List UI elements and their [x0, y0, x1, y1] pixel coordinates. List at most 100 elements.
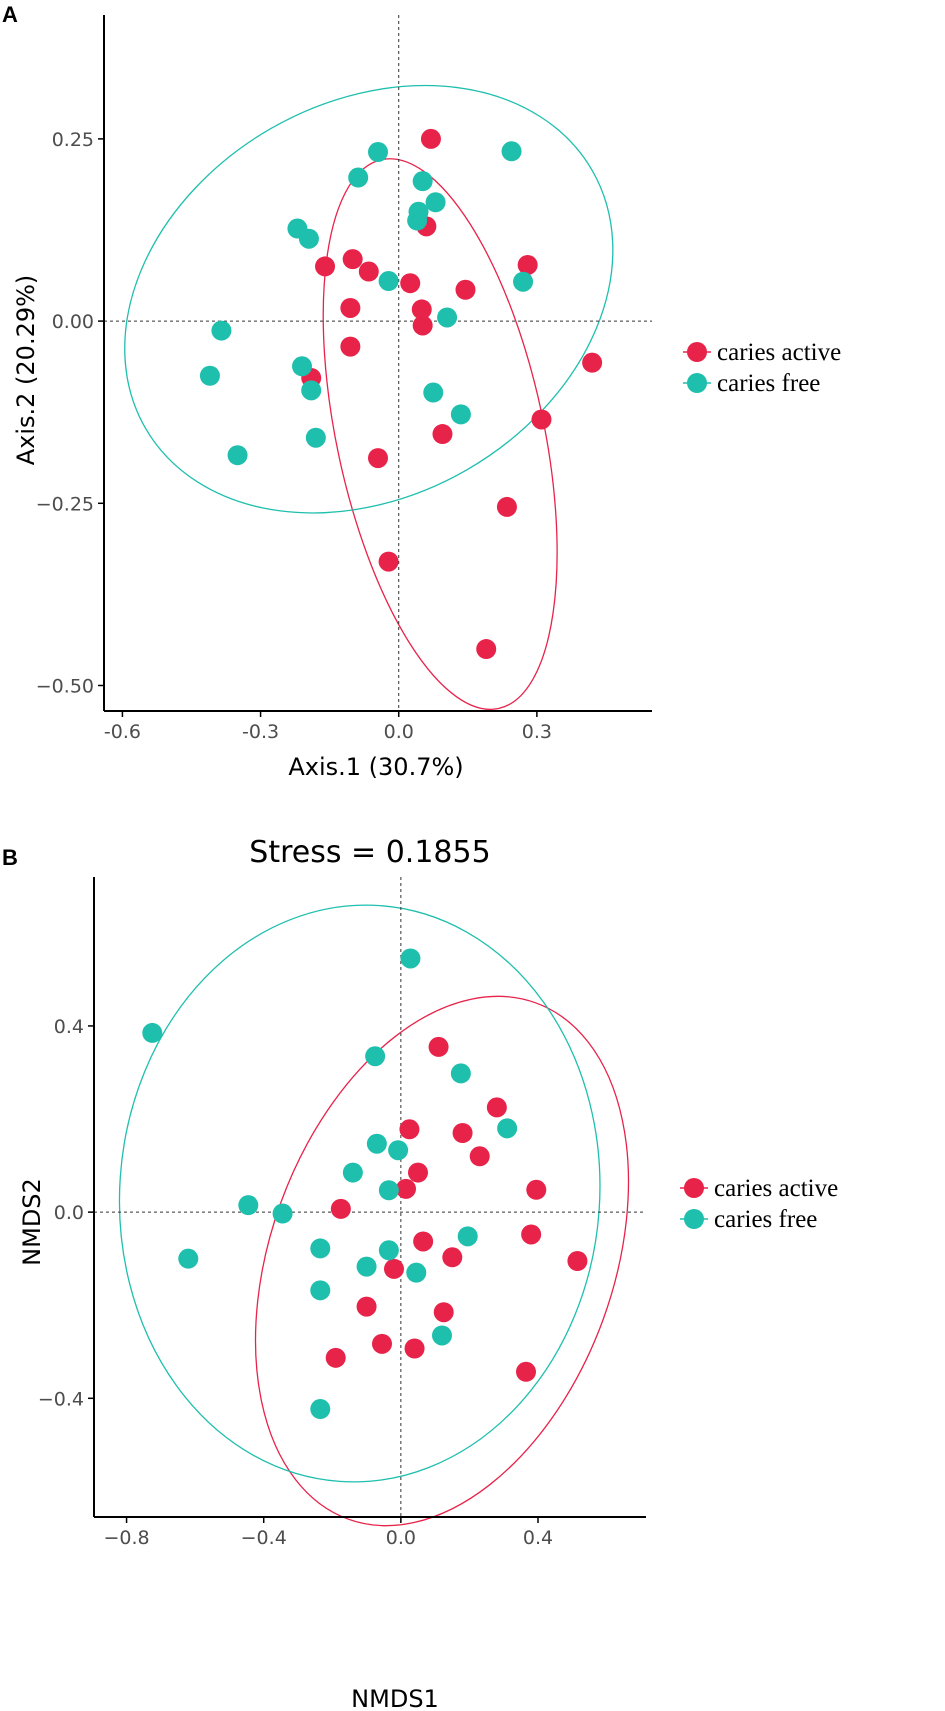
panel-b-x-ticks: −0.8 −0.4 0.0 0.4	[104, 1517, 553, 1549]
panel-a-point-caries-active	[378, 551, 399, 572]
panel-b-point-caries-free	[378, 1240, 399, 1261]
panel-b-x-tick-label: −0.4	[241, 1527, 287, 1549]
panel-b-point-caries-free	[272, 1203, 293, 1224]
panel-a-point-caries-active	[411, 299, 432, 320]
panel-a-x-tick-label: -0.3	[242, 721, 279, 743]
panel-b-ellipse-caries-free	[118, 904, 601, 1483]
panel-b-x-axis-title: NMDS1	[351, 1685, 439, 1711]
panel-b-letter: B	[2, 845, 18, 870]
panel-a-y-tick-label: 0.25	[52, 129, 94, 151]
panel-b-y-axis-title: NMDS2	[18, 1178, 46, 1266]
panel-b-point-caries-free	[310, 1280, 331, 1301]
panel-b-point-caries-active	[428, 1036, 449, 1057]
panel-a-y-ticks: 0.25 0.00 −0.25 −0.50	[36, 129, 104, 697]
panel-b-ellipses	[118, 904, 630, 1527]
panel-a-x-tick-label: 0.0	[384, 721, 414, 743]
panel-a-point-caries-active	[358, 261, 379, 282]
panel-a-point-caries-active	[432, 424, 453, 445]
panel-b-x-tick-label: 0.0	[386, 1527, 416, 1549]
panel-b-point-caries-free	[457, 1226, 478, 1247]
panel-a-point-caries-free	[378, 271, 399, 292]
panel-a-point-caries-free	[199, 365, 220, 386]
panel-b-point-caries-active	[516, 1361, 536, 1382]
panel-b-point-caries-free	[406, 1262, 427, 1283]
panel-b-point-caries-free	[388, 1140, 409, 1161]
panel-b-point-caries-active	[399, 1119, 420, 1140]
panel-a-point-caries-free	[412, 171, 433, 192]
panel-a-y-tick-label: −0.25	[36, 493, 94, 515]
panel-a-points	[199, 128, 603, 660]
panel-a-x-tick-label: 0.3	[522, 721, 552, 743]
panel-a-point-caries-free	[368, 142, 388, 163]
panel-a-point-caries-active	[582, 352, 603, 373]
panel-a-point-caries-active	[531, 409, 552, 430]
panel-b-point-caries-active	[404, 1338, 425, 1359]
panel-a-point-caries-free	[425, 192, 446, 213]
panel-a-point-caries-free	[298, 228, 319, 249]
panel-b-point-caries-free	[142, 1022, 163, 1043]
panel-b-point-caries-active	[469, 1146, 490, 1167]
panel-a-point-caries-active	[342, 249, 363, 270]
panel-a-letter: A	[2, 2, 18, 27]
panel-b-point-caries-free	[178, 1248, 199, 1269]
panel-a-point-caries-active	[340, 297, 361, 318]
panel-a-point-caries-free	[348, 167, 369, 188]
panel-a-point-caries-active	[315, 256, 336, 277]
panel-a-point-caries-active	[420, 128, 441, 149]
panel-a-point-caries-active	[476, 639, 497, 660]
panel-b-point-caries-free	[310, 1238, 331, 1259]
panel-a-legend: caries active caries free	[683, 339, 841, 397]
panel-a-x-ticks: -0.6 -0.3 0.0 0.3	[104, 711, 552, 743]
panel-b-point-caries-active	[384, 1258, 404, 1279]
panel-b-point-caries-free	[378, 1180, 399, 1201]
panel-a-point-caries-active	[412, 315, 433, 336]
panel-b-point-caries-free	[450, 1063, 471, 1084]
panel-b-point-caries-active	[408, 1162, 428, 1183]
panel-a-ellipse-caries-free	[124, 84, 614, 514]
panel-b-point-caries-active	[442, 1247, 463, 1268]
panel-a-point-caries-free	[407, 210, 428, 231]
panel-b: B Stress = 0.1855 −0.8 −0.4 0.0 0.4 0.40.0−…	[2, 835, 838, 1711]
panel-b-point-caries-free	[400, 948, 421, 969]
panel-a-point-caries-free	[292, 356, 313, 377]
panel-b-point-caries-free	[342, 1162, 363, 1183]
panel-b-y-tick-label: 0.0	[54, 1202, 84, 1224]
panel-a-y-tick-label: −0.50	[36, 675, 94, 697]
panel-a-x-tick-label: -0.6	[104, 721, 141, 743]
panel-b-y-ticks: 0.4 0.0 −0.4	[38, 1016, 94, 1410]
panel-a-point-caries-free	[301, 380, 322, 401]
panel-b-point-caries-free	[432, 1325, 452, 1346]
panel-b-point-caries-active	[356, 1296, 377, 1317]
panel-a-y-tick-label: 0.00	[52, 311, 94, 333]
panel-b-legend-label-caries-free: caries free	[714, 1206, 817, 1233]
panel-a-point-caries-free	[437, 307, 458, 328]
panel-a-point-caries-active	[400, 273, 421, 294]
panel-b-title: Stress = 0.1855	[249, 835, 490, 870]
panel-a-point-caries-active	[496, 496, 517, 517]
panel-a-x-axis-title: Axis.1 (30.7%)	[288, 753, 463, 781]
panel-a-point-caries-free	[423, 382, 444, 403]
panel-b-points	[142, 948, 588, 1420]
panel-a-point-caries-free	[305, 427, 326, 448]
panel-a-point-caries-free	[450, 404, 471, 425]
panel-a-legend-label-caries-active: caries active	[717, 339, 841, 366]
panel-a-point-caries-free	[211, 320, 232, 341]
panel-b-point-caries-active	[521, 1224, 542, 1245]
panel-a-point-caries-free	[227, 445, 248, 466]
panel-b-point-caries-active	[452, 1123, 473, 1143]
panel-a-legend-label-caries-free: caries free	[717, 370, 820, 397]
panel-b-x-tick-label: 0.4	[523, 1527, 553, 1549]
panel-b-ellipse-caries-active	[254, 995, 630, 1527]
panel-a-point-caries-active	[455, 279, 476, 300]
panel-a: A -0.6 -0.3 0.0 0.3 0.25 0.00 −0.25 −0.50 Axis…	[2, 2, 841, 781]
panel-b-point-caries-active	[567, 1251, 588, 1271]
panel-b-x-tick-label: −0.8	[104, 1527, 150, 1549]
panel-b-point-caries-active	[433, 1302, 454, 1323]
panel-a-y-axis-title: Axis.2 (20.29%)	[12, 275, 40, 466]
panel-b-point-caries-active	[413, 1231, 434, 1252]
panel-b-point-caries-active	[526, 1179, 547, 1200]
panel-a-point-caries-active	[340, 336, 361, 357]
panel-b-point-caries-active	[325, 1347, 346, 1368]
panel-b-point-caries-free	[356, 1256, 377, 1277]
